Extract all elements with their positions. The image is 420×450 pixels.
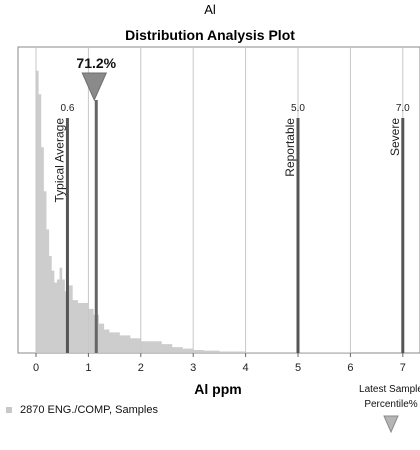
reference-lines: 0.6 Typical Average 5.0 Reportable 7.0 Severe bbox=[52, 103, 410, 353]
x-tick-label: 0 bbox=[33, 362, 39, 374]
x-tick-label: 4 bbox=[243, 362, 249, 374]
reference-line-label: Severe bbox=[388, 118, 402, 156]
chart-title: Distribution Analysis Plot bbox=[125, 27, 295, 43]
legend-swatch bbox=[6, 407, 12, 413]
x-tick-label: 6 bbox=[347, 362, 353, 374]
chart-legend: 2870 ENG./COMP, Samples bbox=[6, 404, 158, 416]
x-tick-label: 7 bbox=[400, 362, 406, 374]
reference-line-label: Reportable bbox=[283, 118, 297, 177]
marker-arrow bbox=[81, 72, 108, 102]
latest-sample-label: Latest Sample bbox=[359, 384, 420, 395]
percentile-marker: 71.2% bbox=[76, 55, 117, 353]
marker-label: 71.2% bbox=[76, 55, 116, 71]
x-tick-label: 3 bbox=[190, 362, 196, 374]
reference-value-label: 5.0 bbox=[291, 103, 305, 114]
x-tick-label: 1 bbox=[85, 362, 91, 374]
reference-value-label: 0.6 bbox=[60, 103, 74, 114]
distribution-series bbox=[33, 70, 420, 353]
down-triangle-icon bbox=[383, 415, 399, 433]
reference-line-label: Typical Average bbox=[52, 118, 66, 203]
legend-label: 2870 ENG./COMP, Samples bbox=[20, 404, 158, 416]
chart-element-title: Al bbox=[204, 2, 216, 17]
x-tick-label: 2 bbox=[138, 362, 144, 374]
percentile-label: Percentile% bbox=[364, 399, 418, 410]
latest-sample-box: Latest Sample Percentile% bbox=[346, 382, 420, 433]
distribution-area bbox=[33, 70, 420, 353]
x-tick-label: 5 bbox=[295, 362, 301, 374]
x-axis-label: Al ppm bbox=[194, 381, 241, 397]
plot-frame bbox=[17, 46, 420, 354]
x-axis-ticks: 0 1 2 3 4 5 6 7 bbox=[33, 353, 406, 374]
reference-value-label: 7.0 bbox=[396, 103, 410, 114]
